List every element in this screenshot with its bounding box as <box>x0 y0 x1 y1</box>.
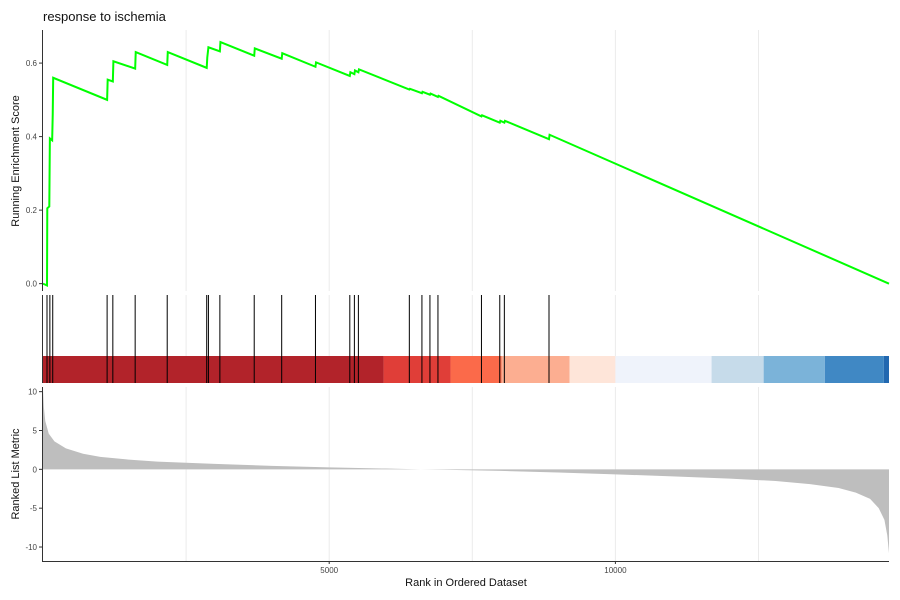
color-bar-segment <box>711 356 764 383</box>
metric-y-tick-label: -10 <box>25 543 37 552</box>
ranked-metric-area <box>43 389 889 554</box>
rank-color-bar <box>43 356 889 383</box>
es-y-tick-label: 0.4 <box>26 133 38 142</box>
metric-y-tick-label: 5 <box>33 427 38 436</box>
color-bar-segment <box>450 356 502 383</box>
es-gridlines <box>185 30 759 291</box>
metric-y-ticks: -10 -5 0 5 10 <box>25 388 42 552</box>
es-y-tick-label: 0.2 <box>26 206 38 215</box>
metric-y-axis-title: Ranked List Metric <box>10 428 22 520</box>
metric-y-tick-label: -5 <box>30 504 38 513</box>
es-y-tick-label: 0.0 <box>26 280 38 289</box>
ranked-metric-panel: -10 -5 0 5 10 5000 10000 Ranked List Metric R… <box>10 387 889 589</box>
running-score-line <box>42 40 890 288</box>
x-tick-label: 5000 <box>320 566 338 575</box>
chart-title: response to ischemia <box>43 9 167 24</box>
x-tick-label: 10000 <box>604 566 627 575</box>
color-bar-segment <box>883 356 889 383</box>
running-score-panel: 0.0 0.2 0.4 0.6 Running Enrichment Score <box>10 30 890 291</box>
es-y-axis-title: Running Enrichment Score <box>10 95 22 226</box>
metric-y-tick-label: 0 <box>33 465 38 474</box>
color-bar-segment <box>569 356 616 383</box>
color-bar-segment <box>43 356 384 383</box>
color-bar-segment <box>383 356 451 383</box>
color-bar-segment <box>763 356 825 383</box>
color-bar-segment <box>824 356 884 383</box>
gene-hits <box>46 295 550 383</box>
es-y-ticks: 0.0 0.2 0.4 0.6 <box>26 59 42 289</box>
x-axis-ticks: 5000 10000 <box>320 561 627 575</box>
color-bar-segment <box>501 356 570 383</box>
color-bar-segment <box>615 356 712 383</box>
es-y-tick-label: 0.6 <box>26 59 38 68</box>
x-axis-title: Rank in Ordered Dataset <box>405 577 527 589</box>
gene-hit-panel <box>42 295 889 383</box>
metric-y-tick-label: 10 <box>28 388 37 397</box>
